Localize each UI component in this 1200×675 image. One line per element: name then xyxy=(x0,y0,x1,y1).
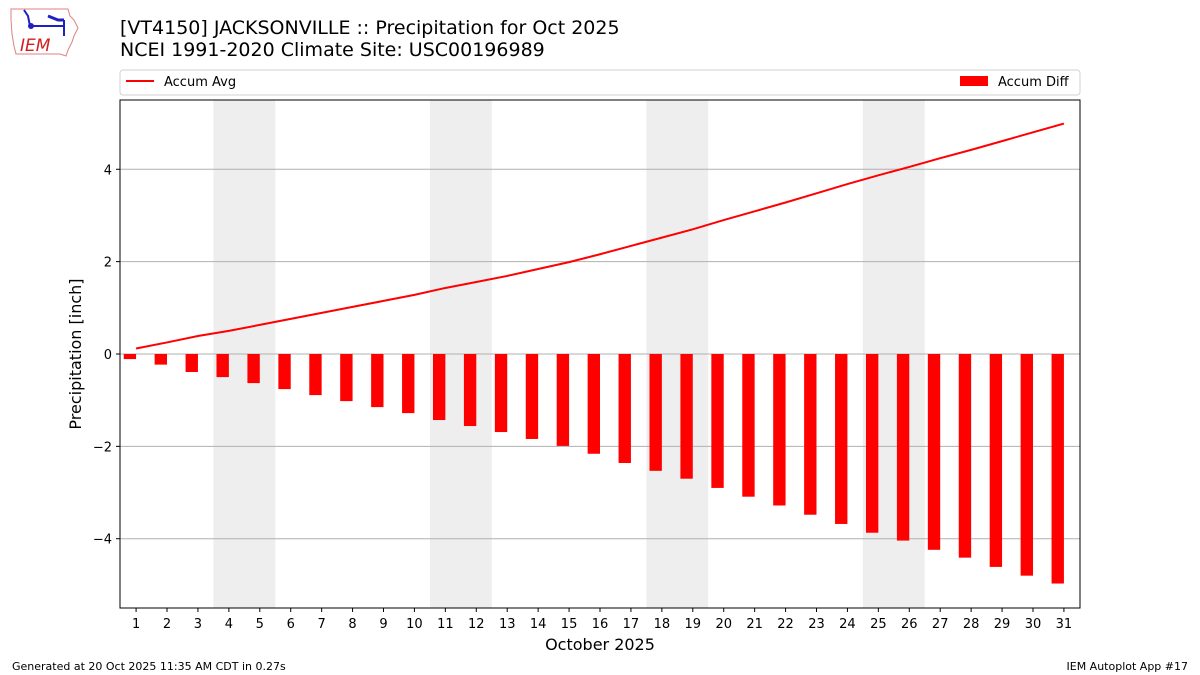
bar-accum-diff xyxy=(989,354,1003,567)
bar-accum-diff xyxy=(432,354,446,421)
bar-accum-diff xyxy=(185,354,198,373)
legend xyxy=(119,69,1081,96)
x-tick-label: 20 xyxy=(715,617,732,632)
bar-accum-diff xyxy=(556,354,570,446)
x-tick-label: 1 xyxy=(132,617,140,632)
x-tick-label: 23 xyxy=(808,617,825,632)
x-tick-label: 27 xyxy=(932,617,949,632)
x-tick-label: 14 xyxy=(530,617,547,632)
x-tick-label: 4 xyxy=(225,617,233,632)
bar-accum-diff xyxy=(680,354,693,479)
legend-bar-swatch xyxy=(960,76,988,86)
x-tick-label: 2 xyxy=(163,617,171,632)
bar-accum-diff xyxy=(371,354,384,408)
x-tick-label: 11 xyxy=(437,617,454,632)
x-tick-label: 9 xyxy=(379,617,387,632)
x-tick-label: 30 xyxy=(1025,617,1042,632)
plot-frame xyxy=(119,99,1081,609)
bar-accum-diff xyxy=(525,354,539,439)
line-accum-avg xyxy=(135,122,1065,350)
x-axis-label: October 2025 xyxy=(545,635,655,654)
iem-logo: IEM xyxy=(10,8,79,57)
x-tick-label: 17 xyxy=(623,617,640,632)
x-tick-label: 19 xyxy=(685,617,702,632)
x-tick-label: 29 xyxy=(994,617,1011,632)
y-tick-label: −2 xyxy=(93,440,112,455)
x-tick-label: 8 xyxy=(348,617,356,632)
legend-label-accum-avg: Accum Avg xyxy=(164,75,236,90)
y-tick-label: −4 xyxy=(93,533,112,548)
x-tick-label: 15 xyxy=(561,617,578,632)
bar-accum-diff xyxy=(865,354,879,533)
bar-accum-diff xyxy=(896,354,910,541)
bar-accum-diff xyxy=(773,354,786,506)
bar-accum-diff xyxy=(618,354,631,463)
bar-accum-diff xyxy=(804,354,817,515)
x-tick-label: 31 xyxy=(1056,617,1073,632)
bar-accum-diff xyxy=(587,354,600,454)
bar-accum-diff xyxy=(649,354,662,471)
x-tick-label: 28 xyxy=(963,617,980,632)
footer-app: IEM Autoplot App #17 xyxy=(1066,660,1189,673)
bar-accum-diff xyxy=(1020,354,1033,576)
bar-accum-diff xyxy=(711,354,724,488)
bar-accum-diff xyxy=(123,354,137,360)
chart-title: [VT4150] JACKSONVILLE :: Precipitation f… xyxy=(120,17,620,39)
x-tick-label: 22 xyxy=(777,617,794,632)
x-tick-label: 21 xyxy=(746,617,763,632)
y-axis-label: Precipitation [inch] xyxy=(66,278,85,429)
x-tick-label: 3 xyxy=(194,617,202,632)
y-tick-label: 4 xyxy=(104,163,112,178)
x-tick-label: 5 xyxy=(256,617,264,632)
bar-accum-diff xyxy=(278,354,291,390)
x-tick-label: 25 xyxy=(870,617,887,632)
y-tick-label: 2 xyxy=(104,256,112,271)
bar-accum-diff xyxy=(494,354,508,433)
x-tick-label: 12 xyxy=(468,617,485,632)
bar-accum-diff xyxy=(835,354,848,524)
x-tick-label: 18 xyxy=(654,617,671,632)
bar-accum-diff xyxy=(154,354,168,365)
bar-accum-diff xyxy=(742,354,755,497)
x-tick-label: 7 xyxy=(318,617,326,632)
bar-accum-diff xyxy=(927,354,941,550)
x-tick-label: 24 xyxy=(839,617,856,632)
bar-accum-diff xyxy=(309,354,322,396)
bar-accum-diff xyxy=(216,354,229,378)
bar-accum-diff xyxy=(463,354,477,427)
x-tick-label: 26 xyxy=(901,617,918,632)
logo-text: IEM xyxy=(20,36,51,56)
bar-accum-diff xyxy=(958,354,972,558)
x-tick-label: 16 xyxy=(592,617,609,632)
bar-accum-diff xyxy=(340,354,353,402)
footer-generated: Generated at 20 Oct 2025 11:35 AM CDT in… xyxy=(12,660,286,673)
x-tick-label: 6 xyxy=(287,617,295,632)
bar-accum-diff xyxy=(1051,354,1064,584)
y-tick-label: 0 xyxy=(104,348,112,363)
x-tick-label: 10 xyxy=(406,617,423,632)
legend-label-accum-diff: Accum Diff xyxy=(998,75,1070,90)
bar-accum-diff xyxy=(247,354,260,384)
chart-subtitle: NCEI 1991-2020 Climate Site: USC00196989 xyxy=(120,39,545,61)
x-tick-label: 13 xyxy=(499,617,516,632)
bar-accum-diff xyxy=(402,354,415,414)
